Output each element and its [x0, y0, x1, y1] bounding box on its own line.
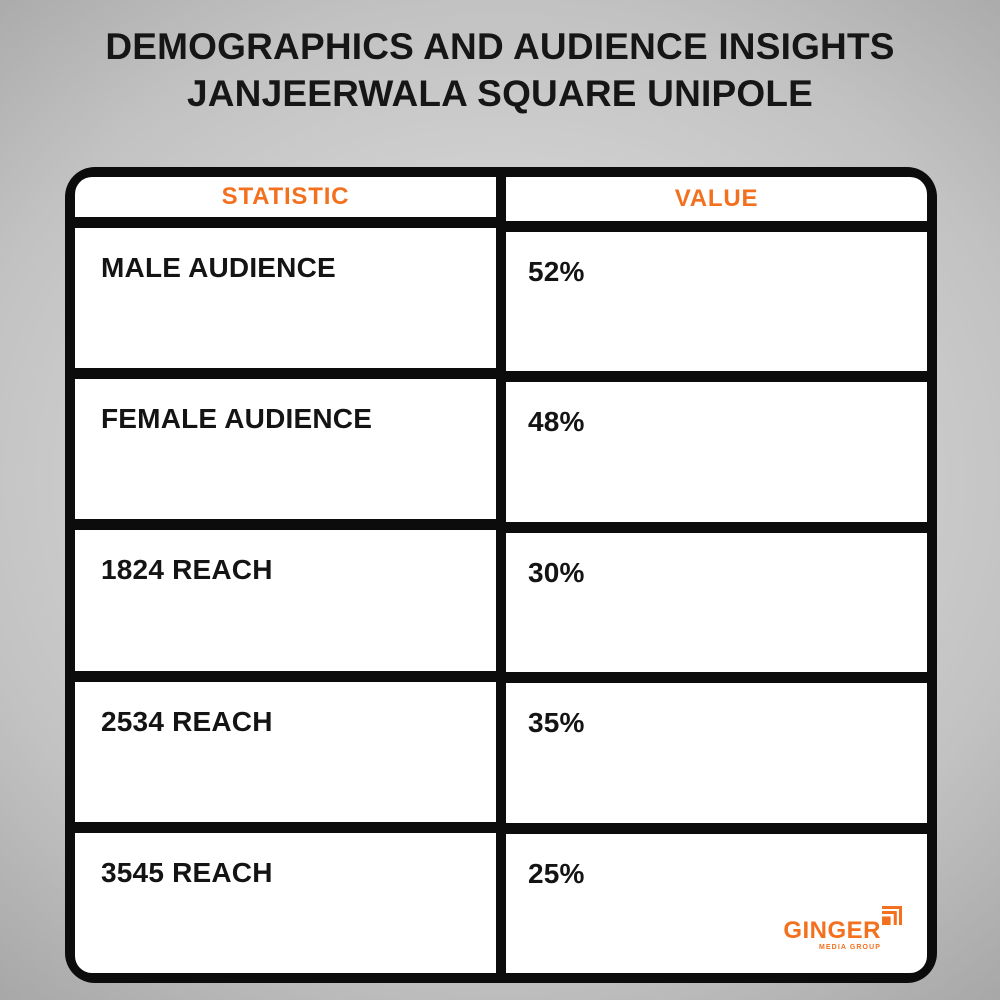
stat-cell-2534-reach: 2534 REACH — [75, 681, 496, 822]
stat-cell-1824-reach: 1824 REACH — [75, 530, 496, 671]
ginger-media-group-logo: GINGER MEDIA GROUP — [783, 906, 903, 952]
statistic-column: STATISTIC MALE AUDIENCE FEMALE AUDIENCE … — [75, 177, 496, 974]
logo-wordmark: GINGER — [783, 917, 881, 945]
value-3545-text: 25% — [528, 857, 585, 889]
statistic-column-header: STATISTIC — [75, 177, 496, 217]
stat-cell-3545-reach: 3545 REACH — [75, 832, 496, 974]
logo-subtitle: MEDIA GROUP — [818, 944, 881, 952]
stat-cell-female-audience: FEMALE AUDIENCE — [75, 379, 496, 520]
page-title-line1: DEMOGRAPHICS AND AUDIENCE INSIGHTS — [105, 26, 895, 67]
layered-squares-icon — [882, 906, 903, 926]
stat-cell-male-audience: MALE AUDIENCE — [75, 228, 496, 369]
value-column-header: VALUE — [506, 177, 927, 221]
page-title: DEMOGRAPHICS AND AUDIENCE INSIGHTS JANJE… — [0, 24, 1000, 118]
value-cell-1824-reach: 30% — [506, 532, 927, 673]
value-cell-female-audience: 48% — [506, 382, 927, 522]
value-cell-3545-reach: 25% GINGER MEDIA GROUP — [506, 833, 927, 974]
value-cell-2534-reach: 35% — [506, 683, 927, 823]
page-title-line2: JANJEERWALA SQUARE UNIPOLE — [186, 72, 814, 114]
value-column: VALUE 52% 48% 30% 35% 25% GINGER MEDIA G… — [506, 177, 927, 974]
demographics-table: STATISTIC MALE AUDIENCE FEMALE AUDIENCE … — [65, 167, 937, 983]
value-cell-male-audience: 52% — [506, 232, 927, 372]
